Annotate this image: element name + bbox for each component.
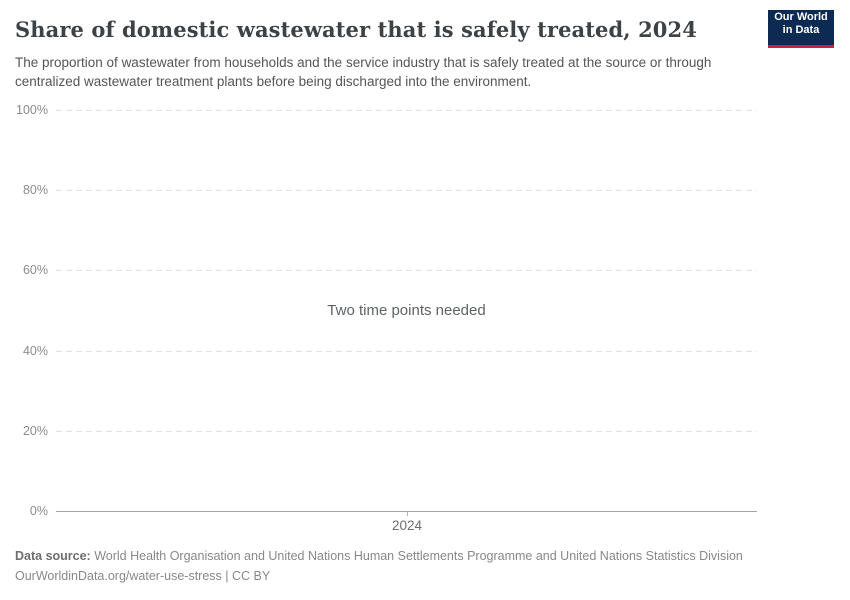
y-axis-tick-label: 100% [16, 103, 48, 117]
data-source-label: Data source: [15, 549, 91, 563]
y-gridline [56, 190, 757, 191]
y-axis-tick-label: 60% [22, 263, 48, 277]
chart-title: Share of domestic wastewater that is saf… [15, 17, 697, 42]
x-axis-tick [407, 512, 408, 516]
y-gridline [56, 351, 757, 352]
x-axis-tick-label: 2024 [391, 518, 423, 533]
empty-state-message: Two time points needed [327, 301, 486, 319]
y-axis-tick-label: 0% [29, 504, 48, 518]
y-gridline [56, 270, 757, 271]
license-line[interactable]: OurWorldinData.org/water-use-stress | CC… [15, 569, 271, 583]
owid-logo-line2: in Data [782, 24, 820, 36]
owid-logo[interactable]: Our World in Data [768, 10, 834, 48]
owid-logo-line1: Our World [774, 11, 828, 23]
y-axis-tick-label: 20% [22, 424, 48, 438]
y-gridline [56, 110, 757, 111]
y-axis-tick-label: 40% [22, 344, 48, 358]
chart-subtitle: The proportion of wastewater from househ… [15, 55, 712, 89]
y-axis-tick-label: 80% [22, 183, 48, 197]
x-axis-line [56, 511, 757, 512]
y-gridline [56, 431, 757, 432]
data-source-text: World Health Organisation and United Nat… [90, 549, 743, 563]
data-source-line[interactable]: Data source: World Health Organisation a… [15, 548, 743, 565]
